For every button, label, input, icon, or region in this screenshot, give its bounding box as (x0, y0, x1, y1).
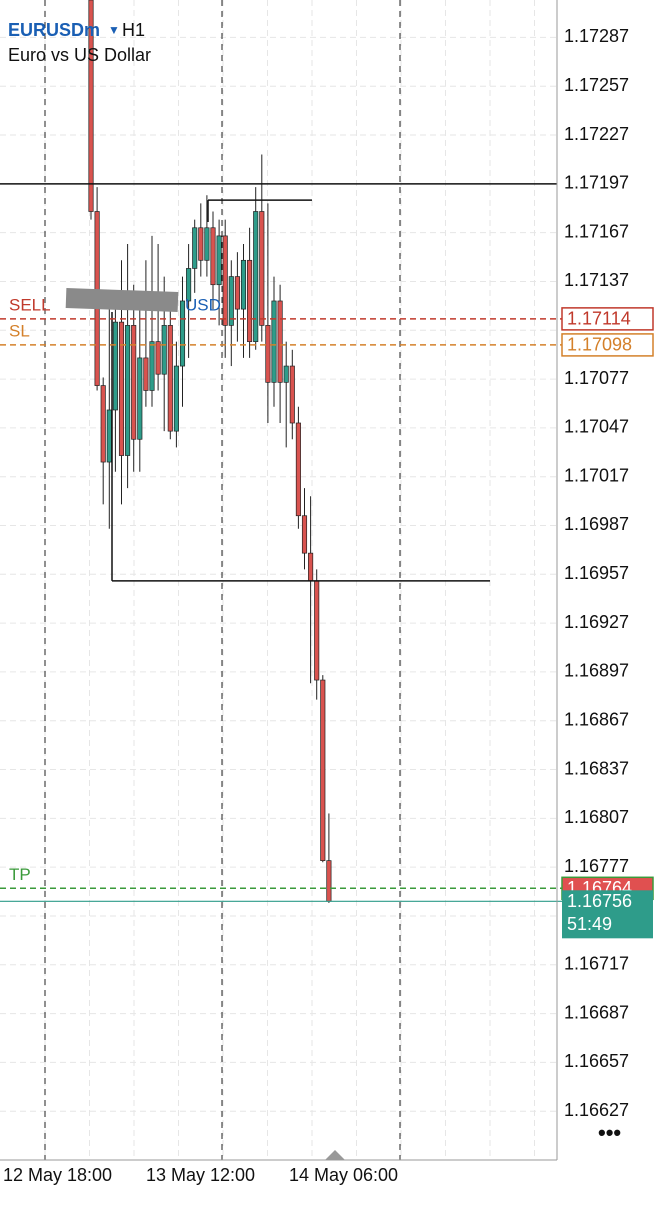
candle-body (118, 321, 125, 456)
candle-body (277, 300, 283, 383)
candle-body (179, 300, 186, 367)
candle-body (149, 341, 155, 391)
x-tick-label: 12 May 18:00 (3, 1165, 112, 1185)
candle-body (289, 365, 295, 424)
level-name: SELL (9, 295, 51, 314)
candle-body (173, 365, 179, 432)
y-tick-label: 1.16657 (564, 1051, 629, 1071)
y-tick-label: 1.17197 (564, 173, 629, 193)
candle-body (131, 325, 137, 440)
y-tick-label: 1.16777 (564, 856, 629, 876)
candle-body (106, 409, 112, 463)
candle-body (240, 259, 247, 310)
y-tick-label: 1.17287 (564, 26, 629, 46)
candle-body (228, 276, 234, 326)
candle-body (301, 515, 308, 554)
candle-body (320, 679, 326, 861)
x-tick-label: 13 May 12:00 (146, 1165, 255, 1185)
candle-body (155, 341, 161, 375)
candle-body (216, 235, 222, 286)
symbol[interactable]: EURUSDm (8, 20, 100, 40)
candle-body (161, 325, 167, 375)
dropdown-icon[interactable]: ▼ (108, 23, 120, 37)
y-tick-label: 1.17257 (564, 75, 629, 95)
y-tick-label: 1.16627 (564, 1100, 629, 1120)
candle-body (204, 227, 210, 261)
candle-body (247, 259, 253, 343)
y-tick-label: 1.16867 (564, 709, 629, 729)
candle-body (192, 227, 198, 269)
subtitle: Euro vs US Dollar (8, 45, 151, 65)
y-tick-label: 1.16987 (564, 514, 629, 534)
candle-body (125, 325, 131, 456)
candle-body (253, 211, 259, 343)
price-tag (561, 333, 654, 357)
timeframe[interactable]: H1 (122, 20, 145, 40)
bid-tag (562, 890, 653, 939)
candle-body (265, 325, 271, 383)
candle-body (222, 235, 228, 326)
countdown: 51:49 (567, 914, 612, 934)
y-tick-label: 1.16717 (564, 954, 629, 974)
x-tick-label: 14 May 06:00 (289, 1165, 398, 1185)
price-tag (561, 307, 654, 331)
y-tick-label: 1.17227 (564, 124, 629, 144)
candle-body (314, 580, 320, 681)
order-overlay (65, 288, 179, 312)
candle-body (198, 227, 204, 261)
level-extra: USD (185, 295, 221, 314)
candle-body (283, 365, 289, 383)
candle-body (186, 268, 192, 302)
candle-body (210, 227, 216, 286)
candle-body (88, 0, 94, 212)
y-tick-label: 1.16807 (564, 807, 629, 827)
y-tick-label: 1.16957 (564, 563, 629, 583)
candle-body (100, 385, 106, 463)
candle-body (143, 357, 149, 391)
candle-body (326, 860, 332, 902)
candle-body (167, 325, 173, 432)
y-tick-label: 1.17077 (564, 368, 629, 388)
level-name: SL (9, 321, 30, 340)
y-tick-label: 1.17167 (564, 221, 629, 241)
more-menu[interactable]: ••• (598, 1120, 621, 1145)
current-marker (325, 1150, 345, 1160)
bid-label: 1.16756 (567, 891, 632, 911)
candle-body (271, 300, 277, 383)
candle-body (308, 552, 314, 582)
price-tag-label: 1.17114 (567, 309, 631, 329)
y-tick-label: 1.16687 (564, 1002, 629, 1022)
candle-body (295, 422, 301, 517)
level-name: TP (9, 865, 31, 884)
candle-body (137, 357, 143, 440)
y-tick-label: 1.16897 (564, 661, 629, 681)
y-tick-label: 1.17137 (564, 270, 629, 290)
y-tick-label: 1.17017 (564, 465, 629, 485)
y-tick-label: 1.16837 (564, 758, 629, 778)
y-tick-label: 1.16927 (564, 612, 629, 632)
y-tick-label: 1.17047 (564, 417, 629, 437)
candle-body (234, 276, 240, 310)
price-tag-label: 1.17098 (567, 335, 632, 355)
candle-body (112, 321, 118, 411)
candle-body (259, 211, 265, 326)
